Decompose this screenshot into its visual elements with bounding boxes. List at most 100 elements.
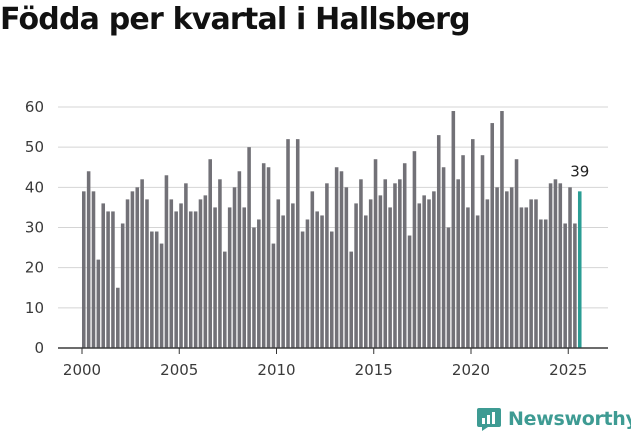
bar[interactable] [227,207,232,348]
bar[interactable] [402,163,407,348]
bar[interactable] [242,207,247,348]
bar[interactable] [169,199,174,348]
bar[interactable] [130,191,135,348]
bar[interactable] [553,179,558,348]
bar[interactable] [485,199,490,348]
bar[interactable] [427,199,431,348]
bar[interactable] [237,171,242,348]
bar[interactable] [174,211,178,348]
bar[interactable] [436,135,441,348]
bar[interactable] [412,151,417,348]
bar[interactable] [247,147,251,348]
bar[interactable] [140,179,144,348]
bar[interactable] [213,207,217,348]
bar[interactable] [145,199,149,348]
bar[interactable] [150,231,154,348]
bar[interactable] [539,219,543,348]
bar[interactable] [179,203,183,348]
bar[interactable] [558,183,563,348]
bar[interactable] [529,199,533,348]
bar[interactable] [135,187,140,348]
bar[interactable] [218,179,222,348]
bar[interactable] [159,243,164,348]
bar[interactable] [383,179,388,348]
bar[interactable] [407,235,412,348]
bar[interactable] [223,251,227,348]
bar[interactable] [519,207,524,348]
bar[interactable] [320,215,324,348]
bar[interactable] [568,187,572,348]
bar[interactable] [305,219,310,348]
bar[interactable] [388,207,392,348]
bar[interactable] [446,227,451,349]
bar[interactable] [524,207,529,348]
bar[interactable] [266,167,271,348]
bar[interactable] [120,223,125,348]
bar[interactable] [96,259,101,348]
bar[interactable] [417,203,422,348]
bar[interactable] [116,287,120,348]
bar[interactable] [276,199,281,348]
bar[interactable] [466,207,470,348]
bar[interactable] [334,167,339,348]
bar[interactable] [364,215,368,348]
bar[interactable] [91,191,96,348]
bar[interactable] [344,187,349,348]
bar[interactable] [325,183,329,348]
bar[interactable] [349,251,353,348]
bar[interactable] [188,211,193,348]
bar[interactable] [257,219,261,348]
bar[interactable] [184,183,188,348]
bar[interactable] [106,211,110,348]
bar[interactable] [471,139,475,348]
bar[interactable] [480,155,485,348]
bar[interactable] [310,191,315,348]
bar[interactable] [339,171,344,348]
bar[interactable] [86,171,91,348]
bar[interactable] [291,203,295,348]
bar[interactable] [500,111,504,349]
bar[interactable] [82,191,86,348]
bar[interactable] [451,111,456,349]
bar[interactable] [509,187,514,348]
bar[interactable] [514,159,519,348]
bar[interactable] [563,223,567,348]
bar[interactable] [398,179,402,348]
bar[interactable] [373,159,378,348]
bar[interactable] [281,215,285,348]
bar[interactable] [315,211,319,348]
bar[interactable] [154,231,159,348]
bar[interactable] [393,183,397,348]
bar[interactable] [368,199,373,348]
bar[interactable] [208,159,212,348]
bar[interactable] [548,183,553,348]
bar[interactable] [543,219,548,348]
bar[interactable] [295,139,300,348]
bar[interactable] [164,175,169,348]
bar[interactable] [573,223,577,348]
bar[interactable] [378,195,383,348]
bar-latest[interactable] [577,191,582,348]
bar[interactable] [261,163,266,348]
bar[interactable] [495,187,499,348]
bar[interactable] [271,243,276,348]
bar[interactable] [475,215,480,348]
bar[interactable] [198,199,203,348]
bar[interactable] [456,179,460,348]
brand-logo[interactable]: Newsworthy [476,406,631,432]
bar[interactable] [232,187,237,348]
bar[interactable] [432,191,436,348]
bar[interactable] [300,231,305,348]
bar[interactable] [329,231,334,348]
bar[interactable] [286,139,290,348]
bar[interactable] [490,123,495,348]
bar[interactable] [101,203,106,348]
bar[interactable] [359,179,363,348]
bar[interactable] [461,155,465,348]
bar[interactable] [193,211,198,348]
bar[interactable] [125,199,130,348]
bar[interactable] [534,199,538,348]
bar[interactable] [111,211,115,348]
bar[interactable] [252,227,256,349]
bar[interactable] [441,167,446,348]
